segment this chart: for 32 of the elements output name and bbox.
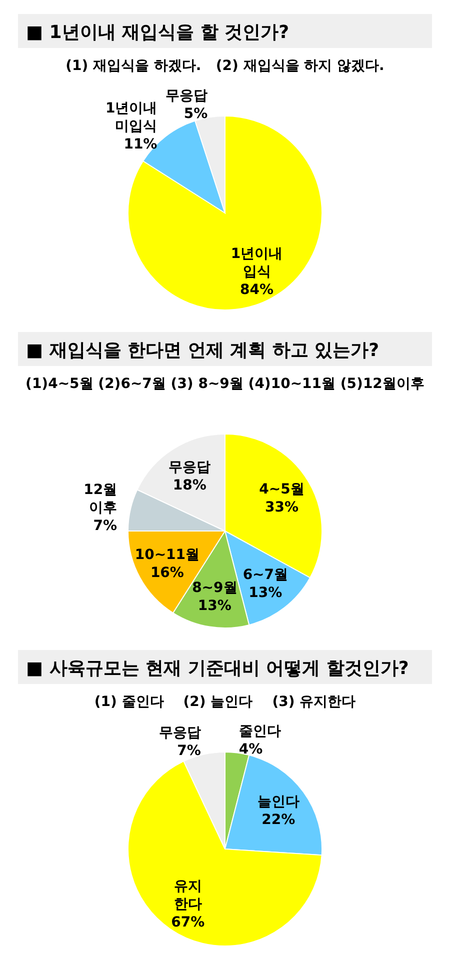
slice-label: 1년이내 미입식 (105, 100, 158, 135)
chart-title: ■ 재입식을 한다면 언제 계획 하고 있는가? (26, 340, 380, 361)
data-label: 18% (172, 477, 206, 494)
data-label: 7% (177, 743, 201, 760)
data-label: 16% (150, 564, 184, 581)
slice-label: 4~5월 (259, 481, 304, 498)
slice-label: 10~11월 (134, 546, 200, 563)
slice-label: 늘인다 (257, 794, 300, 810)
data-label: 4% (238, 741, 263, 758)
chart-subtitle: (1) 재입식을 하겠다. (2) 재입식을 하지 않겠다. (66, 58, 384, 74)
data-label: 22% (262, 812, 296, 828)
data-label: 13% (198, 598, 232, 614)
data-label: 7% (93, 518, 118, 534)
data-label: 11% (124, 136, 158, 153)
data-label: 5% (184, 106, 208, 122)
slice-label: 무응답 (166, 88, 208, 104)
data-label: 33% (265, 499, 299, 516)
slice-label: 무응답 (168, 459, 211, 476)
slice-label: 줄인다 (238, 723, 281, 740)
slice-label: 8~9월 (192, 580, 238, 596)
data-label: 84% (240, 282, 274, 298)
slice-label: 6~7월 (242, 567, 288, 584)
slice-label: 12월 이후 (84, 482, 118, 516)
chart-subtitle: (1)4~5월 (2)6~7월 (3) 8~9월 (4)10~11월 (5)12월이후 (26, 376, 424, 392)
slice-label: 무응답 (158, 725, 201, 742)
slice-label: 1년이내 입식 (230, 246, 283, 280)
chart-subtitle: (1) 줄인다 (2) 늘인다 (3) 유지한다 (94, 694, 356, 710)
slice-label: 유지 한다 (174, 878, 202, 913)
chart-title: ■ 1년이내 재입식을 할 것인가? (26, 22, 290, 43)
data-label: 67% (171, 914, 205, 931)
data-label: 13% (248, 585, 282, 602)
chart-title: ■ 사육규모는 현재 기준대비 어떻게 할것인가? (26, 658, 409, 679)
